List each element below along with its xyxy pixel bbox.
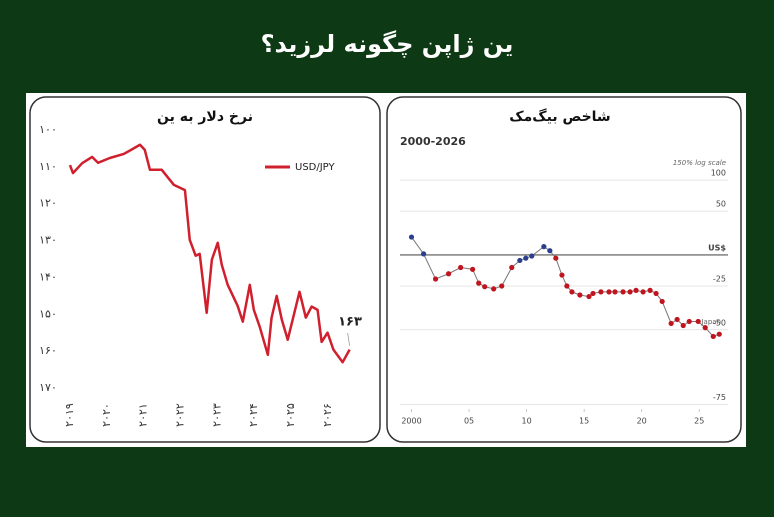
point [458, 264, 464, 271]
x-tick-label: ۲۰۲۳ [210, 403, 223, 427]
point [716, 331, 722, 337]
point [633, 287, 639, 293]
left-frame [29, 96, 381, 443]
page-title: ین ژاپن چگونه لرزید؟ [261, 30, 514, 58]
point [476, 280, 482, 286]
x-tick-label: 15 [579, 417, 589, 426]
right-frame [386, 96, 742, 443]
point [612, 289, 618, 295]
point [541, 244, 547, 250]
chart-title: نرخ دلار به ین [157, 109, 253, 125]
y-tick-label: ۱۶۰ [39, 344, 57, 357]
point [653, 290, 659, 297]
series-label: Japan [700, 318, 721, 326]
chart-subtitle: 2000-2026 [400, 135, 466, 148]
x-tick-label: 20 [637, 417, 647, 426]
x-tick-label: 10 [522, 417, 532, 426]
point [547, 248, 553, 254]
y-tick-label: -75 [713, 393, 726, 402]
annotation: ۱۶۳ [338, 315, 362, 330]
point [445, 271, 452, 277]
panel [26, 93, 746, 447]
annotation-leader [347, 332, 351, 346]
line [68, 143, 351, 364]
y-tick-label: 50 [716, 200, 726, 209]
point [482, 284, 488, 290]
x-tick-label: 05 [464, 417, 474, 426]
scale-note: 150% log scale [673, 159, 726, 167]
x-tick-label: ۲۰۲۱ [137, 403, 150, 427]
point [577, 292, 583, 298]
point [509, 264, 515, 271]
point [674, 316, 680, 323]
x-tick-label: ۲۰۲۴ [247, 403, 260, 427]
point [564, 283, 570, 289]
point [702, 325, 708, 331]
y-tick-label: ۱۳۰ [39, 234, 57, 247]
x-tick-label: ۲۰۲۶ [321, 403, 334, 427]
point [640, 289, 646, 295]
y-tick-label: ۱۴۰ [39, 270, 57, 283]
y-tick-label: ۱۲۰ [39, 197, 57, 210]
point [586, 293, 592, 300]
point [606, 289, 612, 295]
point [659, 298, 665, 305]
point [627, 289, 633, 295]
y-tick-label: ۱۱۰ [39, 160, 57, 173]
point [569, 289, 575, 295]
point [647, 287, 653, 293]
point [553, 255, 559, 261]
point [517, 257, 523, 264]
x-tick-label: ۲۰۲۲ [174, 403, 187, 427]
x-tick-label: ۲۰۲۰ [100, 403, 113, 427]
point [710, 333, 716, 340]
y-tick-label: ۱۷۰ [39, 381, 57, 394]
x-tick-label: 25 [694, 417, 704, 426]
point [590, 290, 596, 297]
point [408, 234, 415, 240]
point [680, 322, 686, 329]
point [499, 283, 505, 289]
x-tick-label: ۲۰۲۵ [284, 403, 297, 427]
y-tick-label: -25 [713, 274, 726, 283]
point [523, 255, 529, 261]
point [598, 289, 604, 295]
y-tick-label: US$ [708, 243, 726, 252]
point [695, 318, 701, 325]
point [432, 276, 439, 282]
point [491, 286, 497, 292]
point [470, 266, 476, 272]
chart-title: شاخص بیگ‌مک [509, 108, 610, 125]
point [668, 320, 674, 327]
legend-label: USD/JPY [295, 162, 335, 173]
y-tick-label: -50 [713, 318, 726, 327]
point [529, 253, 535, 259]
y-tick-label: ۱۵۰ [39, 307, 57, 320]
point [559, 272, 565, 278]
x-tick-label: ۲۰۱۹ [63, 403, 76, 427]
point [686, 318, 692, 325]
y-tick-label: ۱۰۰ [39, 123, 57, 136]
y-tick-label: 100 [711, 169, 726, 178]
x-tick-label: 2000 [401, 417, 421, 426]
point [620, 289, 626, 295]
point [420, 251, 427, 257]
